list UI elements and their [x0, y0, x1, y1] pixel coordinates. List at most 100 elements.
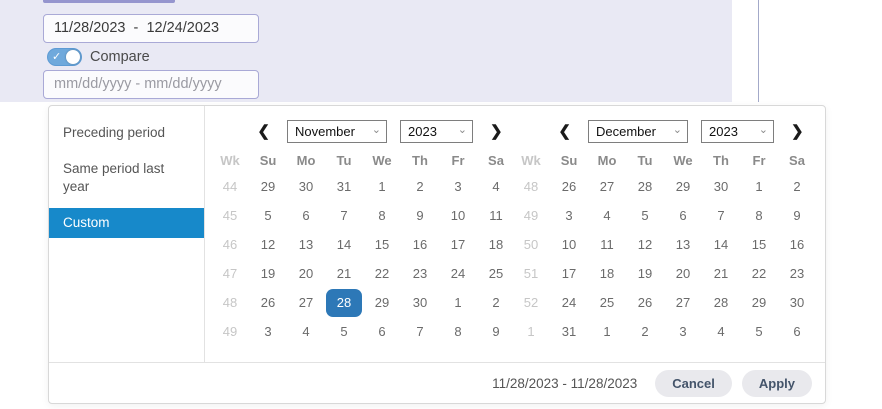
- day-cell[interactable]: 8: [439, 317, 477, 346]
- day-cell[interactable]: 13: [664, 230, 702, 259]
- day-cell[interactable]: 1: [363, 172, 401, 201]
- compare-toggle[interactable]: ✓: [47, 48, 82, 66]
- day-cell[interactable]: 11: [588, 230, 626, 259]
- day-cell[interactable]: 31: [325, 172, 363, 201]
- preset-preceding-period[interactable]: Preceding period: [63, 125, 166, 140]
- day-cell[interactable]: 12: [626, 230, 664, 259]
- day-cell[interactable]: 9: [778, 201, 816, 230]
- day-cell[interactable]: 12: [249, 230, 287, 259]
- day-cell[interactable]: 8: [363, 201, 401, 230]
- day-cell[interactable]: 22: [740, 259, 778, 288]
- day-cell[interactable]: 1: [439, 288, 477, 317]
- date-range-input[interactable]: 11/28/2023 - 12/24/2023: [43, 14, 259, 43]
- day-cell[interactable]: 19: [249, 259, 287, 288]
- day-cell[interactable]: 30: [778, 288, 816, 317]
- preset-same-period-last-year[interactable]: Same period last year: [63, 161, 165, 194]
- day-cell[interactable]: 28: [702, 288, 740, 317]
- day-cell[interactable]: 30: [401, 288, 439, 317]
- day-cell[interactable]: 26: [626, 288, 664, 317]
- day-cell[interactable]: 22: [363, 259, 401, 288]
- day-cell[interactable]: 14: [702, 230, 740, 259]
- day-cell[interactable]: 7: [702, 201, 740, 230]
- day-cell[interactable]: 27: [588, 172, 626, 201]
- day-cell[interactable]: 4: [287, 317, 325, 346]
- prev-month-icon[interactable]: ❮: [257, 123, 270, 140]
- day-cell[interactable]: 27: [664, 288, 702, 317]
- year-select[interactable]: 2023 ⌄: [400, 119, 473, 143]
- day-cell[interactable]: 7: [325, 201, 363, 230]
- day-cell[interactable]: 6: [664, 201, 702, 230]
- day-cell[interactable]: 10: [439, 201, 477, 230]
- day-cell[interactable]: 2: [477, 288, 515, 317]
- cancel-button[interactable]: Cancel: [655, 369, 732, 397]
- day-cell[interactable]: 2: [778, 172, 816, 201]
- next-month-icon[interactable]: ❯: [490, 123, 503, 140]
- day-cell[interactable]: 16: [401, 230, 439, 259]
- day-cell[interactable]: 20: [664, 259, 702, 288]
- day-cell[interactable]: 4: [702, 317, 740, 346]
- day-cell[interactable]: 9: [401, 201, 439, 230]
- day-cell[interactable]: 26: [249, 288, 287, 317]
- day-cell[interactable]: 17: [439, 230, 477, 259]
- day-cell[interactable]: 29: [363, 288, 401, 317]
- day-cell[interactable]: 15: [740, 230, 778, 259]
- day-cell[interactable]: 26: [550, 172, 588, 201]
- day-cell[interactable]: 23: [778, 259, 816, 288]
- day-cell[interactable]: 6: [363, 317, 401, 346]
- day-cell[interactable]: 21: [702, 259, 740, 288]
- preset-custom[interactable]: Custom: [49, 208, 204, 238]
- day-cell[interactable]: 14: [325, 230, 363, 259]
- day-cell[interactable]: 21: [325, 259, 363, 288]
- day-cell[interactable]: 30: [702, 172, 740, 201]
- day-cell[interactable]: 18: [588, 259, 626, 288]
- day-cell[interactable]: 10: [550, 230, 588, 259]
- day-cell[interactable]: 5: [249, 201, 287, 230]
- day-cell[interactable]: 17: [550, 259, 588, 288]
- day-cell[interactable]: 23: [401, 259, 439, 288]
- day-cell[interactable]: 25: [588, 288, 626, 317]
- day-cell[interactable]: 5: [626, 201, 664, 230]
- month-select[interactable]: November ⌄: [287, 119, 387, 143]
- day-cell[interactable]: 9: [477, 317, 515, 346]
- day-cell[interactable]: 5: [740, 317, 778, 346]
- day-cell[interactable]: 27: [287, 288, 325, 317]
- day-cell[interactable]: 30: [287, 172, 325, 201]
- day-cell[interactable]: 3: [664, 317, 702, 346]
- day-cell[interactable]: 4: [477, 172, 515, 201]
- day-cell[interactable]: 7: [401, 317, 439, 346]
- day-cell[interactable]: 1: [588, 317, 626, 346]
- day-cell[interactable]: 13: [287, 230, 325, 259]
- day-cell[interactable]: 19: [626, 259, 664, 288]
- day-cell[interactable]: 6: [778, 317, 816, 346]
- month-select[interactable]: December ⌄: [588, 119, 688, 143]
- day-cell[interactable]: 28: [325, 288, 363, 317]
- day-cell[interactable]: 3: [249, 317, 287, 346]
- day-cell[interactable]: 24: [439, 259, 477, 288]
- day-cell[interactable]: 1: [740, 172, 778, 201]
- prev-month-icon[interactable]: ❮: [558, 123, 571, 140]
- day-cell[interactable]: 6: [287, 201, 325, 230]
- compare-range-input[interactable]: mm/dd/yyyy - mm/dd/yyyy: [43, 70, 259, 99]
- day-cell[interactable]: 29: [740, 288, 778, 317]
- day-cell[interactable]: 31: [550, 317, 588, 346]
- day-cell[interactable]: 11: [477, 201, 515, 230]
- day-cell[interactable]: 29: [664, 172, 702, 201]
- day-cell[interactable]: 16: [778, 230, 816, 259]
- day-cell[interactable]: 3: [550, 201, 588, 230]
- day-cell[interactable]: 3: [439, 172, 477, 201]
- day-cell[interactable]: 24: [550, 288, 588, 317]
- apply-button[interactable]: Apply: [741, 369, 812, 397]
- year-select[interactable]: 2023 ⌄: [701, 119, 774, 143]
- day-cell[interactable]: 29: [249, 172, 287, 201]
- day-cell[interactable]: 2: [401, 172, 439, 201]
- next-month-icon[interactable]: ❯: [791, 123, 804, 140]
- day-cell[interactable]: 4: [588, 201, 626, 230]
- day-cell[interactable]: 18: [477, 230, 515, 259]
- day-cell[interactable]: 5: [325, 317, 363, 346]
- day-cell[interactable]: 2: [626, 317, 664, 346]
- day-cell[interactable]: 28: [626, 172, 664, 201]
- day-cell[interactable]: 8: [740, 201, 778, 230]
- day-cell[interactable]: 20: [287, 259, 325, 288]
- day-cell[interactable]: 25: [477, 259, 515, 288]
- day-cell[interactable]: 15: [363, 230, 401, 259]
